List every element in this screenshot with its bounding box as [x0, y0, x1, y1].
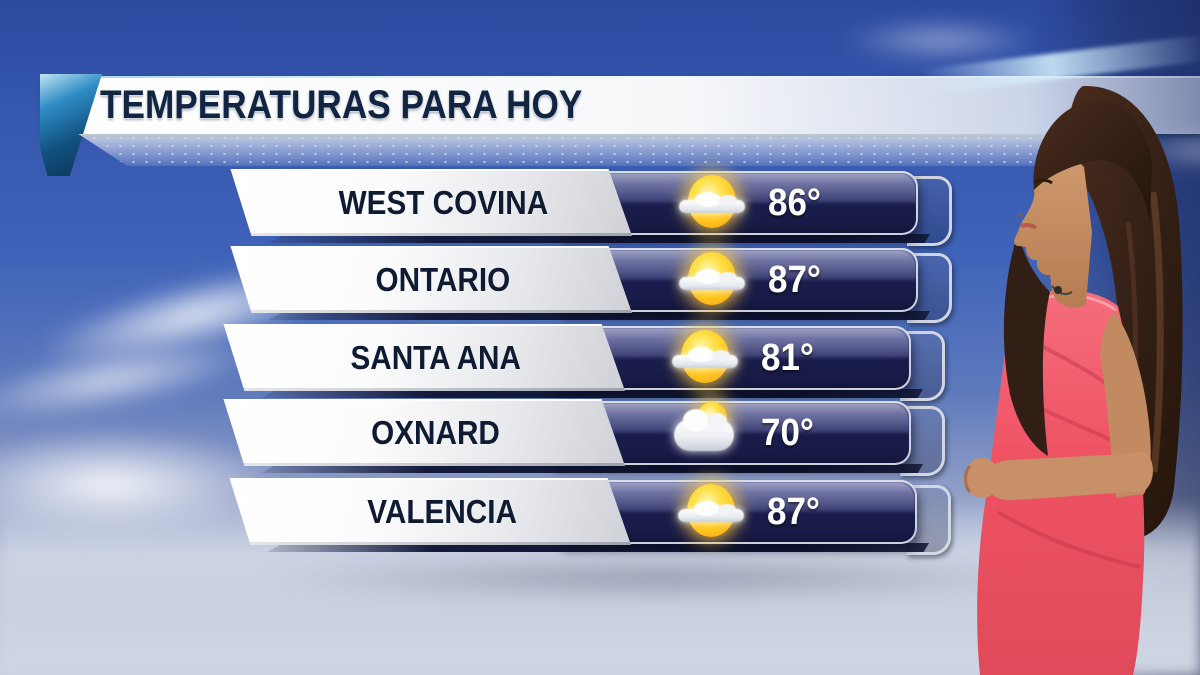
banner-fade-band: [78, 134, 1152, 166]
page-title: TEMPERATURAS PARA HOY: [100, 76, 648, 134]
city-label-text: VALENCIA: [367, 492, 517, 530]
cloud-icon: [678, 501, 744, 522]
city-plate: [230, 169, 632, 236]
row-shadow: [268, 234, 930, 243]
row-shadow: [261, 464, 923, 473]
forecast-row: SANTA ANA 81°: [221, 324, 945, 401]
page-title-text: TEMPERATURAS PARA HOY: [100, 82, 583, 127]
cloud-wisp: [840, 18, 1040, 62]
city-plate: [223, 399, 625, 466]
cloud-icon: [679, 269, 745, 290]
temperature-text: 70°: [761, 411, 814, 454]
mostly-sunny-icon: [672, 327, 738, 389]
row-shadow: [261, 389, 923, 398]
city-label: OXNARD: [279, 399, 593, 466]
city-plate: [223, 324, 625, 391]
cloud-icon: [674, 409, 734, 451]
forecast-row: OXNARD 70°: [221, 399, 945, 476]
city-label: WEST COVINA: [286, 169, 600, 236]
temperature-text: 86°: [768, 181, 821, 224]
forecast-row: VALENCIA 87°: [227, 478, 951, 555]
city-label-text: OXNARD: [371, 413, 501, 451]
row-shadow: [267, 543, 929, 552]
temperature-text: 87°: [768, 258, 821, 301]
temperature-text: 81°: [761, 336, 814, 379]
temperature-value: 86°: [768, 171, 903, 235]
weather-presenter: [964, 85, 1183, 675]
forecast-row: WEST COVINA 86°: [228, 169, 952, 246]
forecast-row: ONTARIO 87°: [228, 246, 952, 323]
temperature-value: 87°: [768, 248, 903, 312]
city-label: ONTARIO: [286, 246, 600, 313]
mostly-sunny-icon: [679, 249, 745, 311]
city-label: SANTA ANA: [279, 324, 593, 391]
city-label-text: ONTARIO: [375, 260, 511, 298]
row-shadow: [268, 311, 930, 320]
temperature-value: 87°: [767, 480, 902, 544]
cloud-icon: [679, 192, 745, 213]
temperature-value: 70°: [761, 401, 896, 465]
mostly-sunny-icon: [679, 172, 745, 234]
presenter-hair-front: [1003, 232, 1050, 456]
presenter-necklace: [1051, 285, 1073, 295]
presenter-face: [1014, 100, 1152, 308]
city-plate: [229, 478, 631, 545]
cloud-icon: [672, 347, 738, 368]
temperature-value: 81°: [761, 326, 896, 390]
mostly-sunny-icon: [678, 481, 744, 543]
temperature-text: 87°: [767, 490, 820, 533]
graphic-shadow: [250, 556, 1070, 600]
city-label: VALENCIA: [285, 478, 599, 545]
city-label-text: WEST COVINA: [338, 183, 548, 221]
mostly-cloudy-icon: [673, 402, 737, 464]
city-plate: [230, 246, 632, 313]
presenter-arm: [964, 312, 1153, 501]
city-label-text: SANTA ANA: [350, 338, 522, 376]
